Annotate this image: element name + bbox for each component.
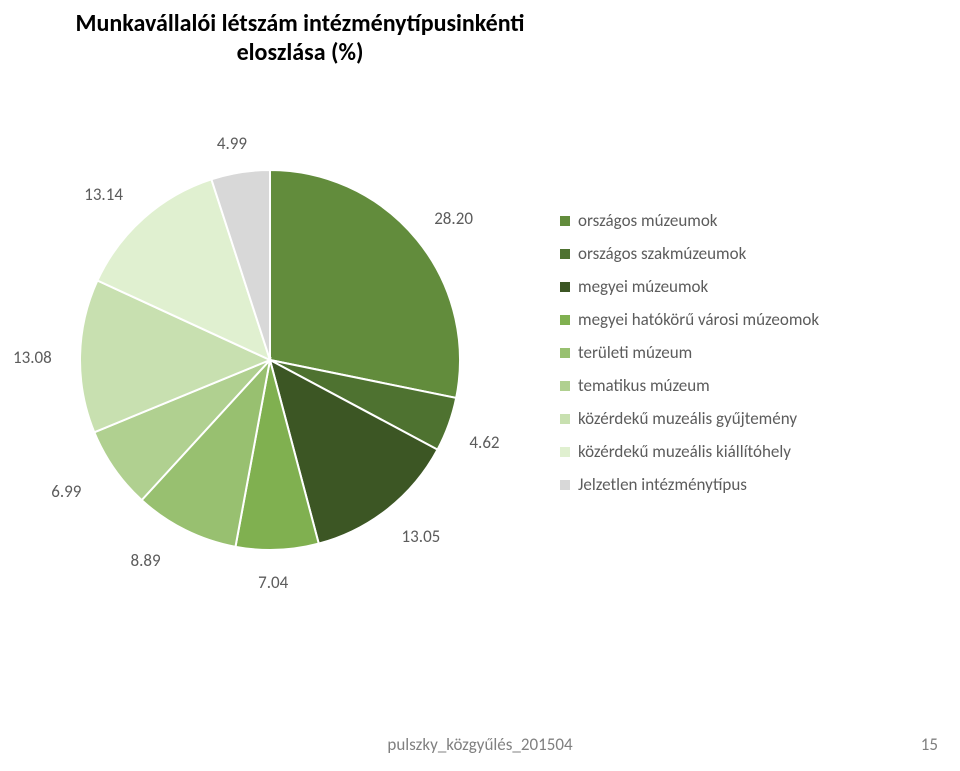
legend-swatch <box>560 216 570 226</box>
legend-label: országos múzeumok <box>578 210 718 231</box>
legend-swatch <box>560 381 570 391</box>
pie-chart <box>70 160 470 565</box>
legend-swatch <box>560 480 570 490</box>
slice-value-label: 13.08 <box>13 347 52 368</box>
slice-value-label: 6.99 <box>51 481 81 502</box>
legend-swatch <box>560 282 570 292</box>
page-number: 15 <box>921 734 938 755</box>
legend-swatch <box>560 348 570 358</box>
legend-label: közérdekű muzeális kiállítóhely <box>578 441 791 462</box>
slice-value-label: 13.05 <box>402 526 441 547</box>
legend-item: Jelzetlen intézménytípus <box>560 474 819 495</box>
legend-label: tematikus múzeum <box>578 375 710 396</box>
legend-swatch <box>560 414 570 424</box>
slice-value-label: 8.89 <box>130 550 160 571</box>
legend-item: megyei múzeumok <box>560 276 819 297</box>
legend-item: közérdekű muzeális kiállítóhely <box>560 441 819 462</box>
chart-title: Munkavállalói létszám intézménytípusinké… <box>40 10 560 68</box>
legend-label: megyei múzeumok <box>578 276 708 297</box>
pie-slice <box>270 170 460 398</box>
legend-item: tematikus múzeum <box>560 375 819 396</box>
footer-text: pulszky_közgyűlés_201504 <box>0 734 960 755</box>
legend-item: területi múzeum <box>560 342 819 363</box>
slice-value-label: 4.62 <box>469 432 499 453</box>
legend-label: országos szakmúzeumok <box>578 243 746 264</box>
legend-label: Jelzetlen intézménytípus <box>578 474 747 495</box>
legend-label: megyei hatókörű városi múzeomok <box>578 309 819 330</box>
slice-value-label: 28.20 <box>434 208 473 229</box>
legend-swatch <box>560 249 570 259</box>
pie-svg <box>70 160 470 560</box>
legend-swatch <box>560 447 570 457</box>
legend-label: közérdekű muzeális gyűjtemény <box>578 408 797 429</box>
slice-value-label: 4.99 <box>217 133 247 154</box>
slice-value-label: 13.14 <box>84 184 123 205</box>
legend-item: közérdekű muzeális gyűjtemény <box>560 408 819 429</box>
legend-item: országos múzeumok <box>560 210 819 231</box>
legend-swatch <box>560 315 570 325</box>
legend-label: területi múzeum <box>578 342 692 363</box>
legend-item: megyei hatókörű városi múzeomok <box>560 309 819 330</box>
slice-value-label: 7.04 <box>258 572 288 593</box>
legend: országos múzeumok országos szakmúzeumok me… <box>560 210 819 507</box>
legend-item: országos szakmúzeumok <box>560 243 819 264</box>
